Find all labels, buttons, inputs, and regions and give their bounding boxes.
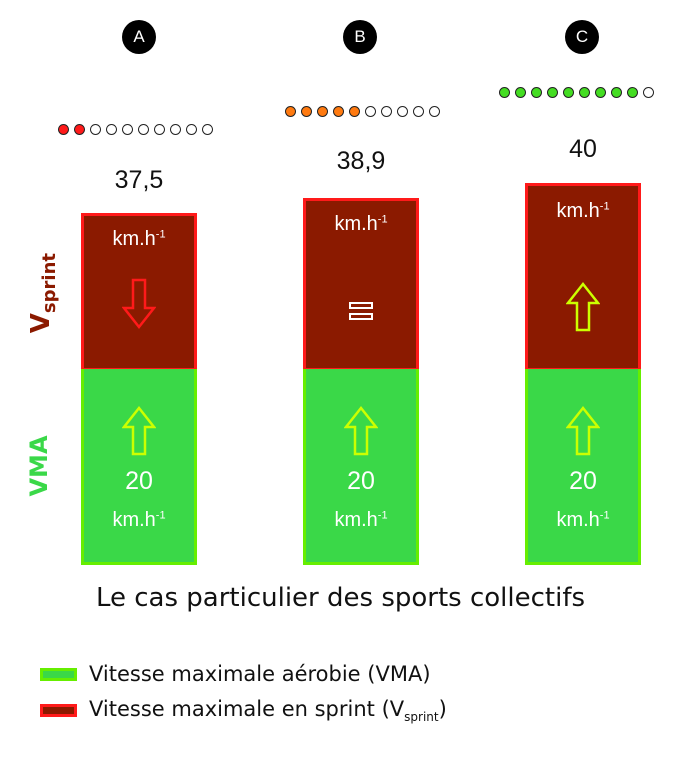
arrow-down-icon	[122, 278, 156, 330]
vma-axis-label: VMA	[25, 435, 53, 497]
rating-dot	[579, 87, 590, 98]
vma-bar-c: 20 km.h-1	[525, 369, 641, 565]
rating-dot	[515, 87, 526, 98]
rating-dot	[154, 124, 165, 135]
rating-dot	[499, 87, 510, 98]
rating-dot	[138, 124, 149, 135]
rating-dots-b	[285, 106, 440, 117]
rating-dot	[627, 87, 638, 98]
rating-dot	[285, 106, 296, 117]
vma-unit-c: km.h-1	[556, 509, 610, 531]
vsprint-bar-b: km.h-1	[303, 198, 419, 371]
rating-dot	[413, 106, 424, 117]
rating-dot	[170, 124, 181, 135]
rating-dot	[381, 106, 392, 117]
vma-value-b: 20	[347, 467, 375, 495]
vma-unit-b: km.h-1	[334, 509, 388, 531]
rating-dot	[429, 106, 440, 117]
legend-label-vsprint: Vitesse maximale en sprint (Vsprint)	[89, 697, 447, 725]
vsprint-axis-label: Vsprint	[26, 248, 60, 338]
rating-dot	[74, 124, 85, 135]
rating-dot	[611, 87, 622, 98]
vsprint-axis-sub: sprint	[39, 253, 61, 314]
rating-dots-a	[58, 124, 213, 135]
rating-dot	[90, 124, 101, 135]
vsprint-value-a: 37,5	[114, 166, 164, 194]
rating-dot	[563, 87, 574, 98]
vsprint-bar-a: km.h-1	[81, 213, 197, 371]
badge-b: B	[343, 20, 377, 54]
vma-bar-b: 20 km.h-1	[303, 369, 419, 565]
vsprint-unit-b: km.h-1	[334, 213, 388, 235]
rating-dot	[301, 106, 312, 117]
legend-label-vma: Vitesse maximale aérobie (VMA)	[89, 662, 431, 686]
legend-item-vma: Vitesse maximale aérobie (VMA)	[40, 662, 431, 686]
rating-dot	[595, 87, 606, 98]
rating-dot	[333, 106, 344, 117]
vsprint-unit-a: km.h-1	[112, 228, 166, 250]
rating-dot	[531, 87, 542, 98]
vma-value-a: 20	[125, 467, 153, 495]
arrow-up-icon	[344, 405, 378, 456]
rating-dot	[122, 124, 133, 135]
vsprint-value-b: 38,9	[336, 147, 386, 175]
diagram-caption: Le cas particulier des sports collectifs	[95, 583, 586, 613]
equals-icon	[349, 302, 373, 320]
vsprint-bar-c: km.h-1	[525, 183, 641, 371]
rating-dot	[317, 106, 328, 117]
vma-unit-a: km.h-1	[112, 509, 166, 531]
vsprint-axis-main: V	[25, 313, 56, 334]
rating-dot	[643, 87, 654, 98]
legend-swatch-vsprint	[40, 704, 77, 718]
rating-dot	[397, 106, 408, 117]
vma-bar-a: 20 km.h-1	[81, 369, 197, 565]
legend-swatch-vma	[40, 667, 77, 681]
rating-dot	[106, 124, 117, 135]
arrow-up-icon	[566, 281, 600, 332]
rating-dots-c	[499, 87, 654, 98]
arrow-up-icon	[122, 405, 156, 456]
rating-dot	[202, 124, 213, 135]
badge-c: C	[565, 20, 599, 54]
rating-dot	[365, 106, 376, 117]
rating-dot	[186, 124, 197, 135]
vma-value-c: 20	[569, 467, 597, 495]
rating-dot	[349, 106, 360, 117]
badge-a: A	[122, 20, 156, 54]
rating-dot	[547, 87, 558, 98]
arrow-up-icon	[566, 405, 600, 456]
legend-item-vsprint: Vitesse maximale en sprint (Vsprint)	[40, 697, 447, 724]
rating-dot	[58, 124, 69, 135]
vsprint-value-c: 40	[569, 135, 597, 163]
vsprint-unit-c: km.h-1	[556, 200, 610, 222]
